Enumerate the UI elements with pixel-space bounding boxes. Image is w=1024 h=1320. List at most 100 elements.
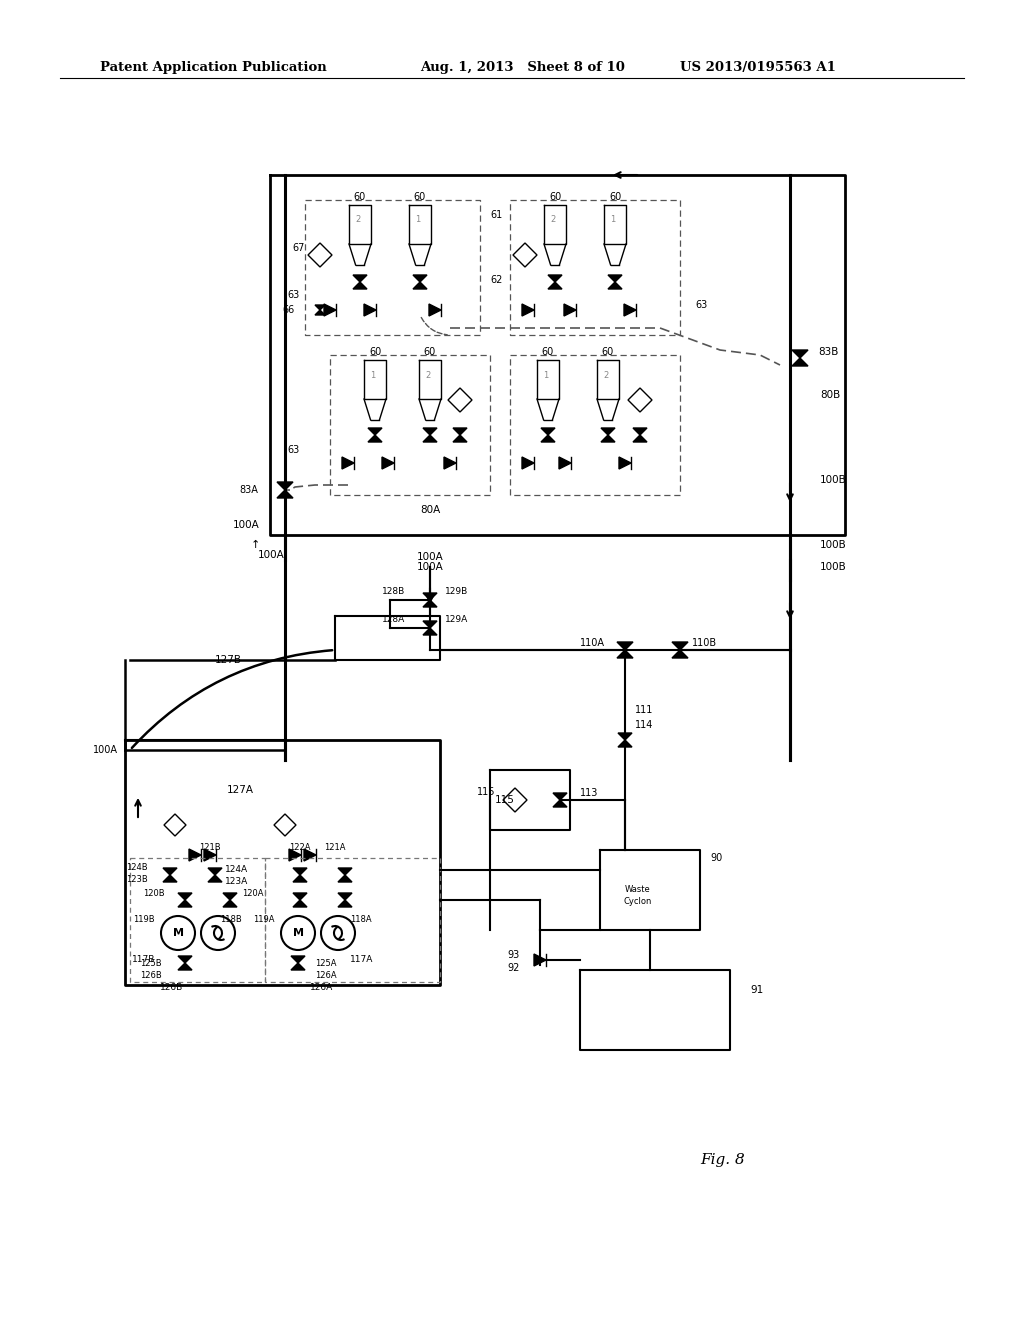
Text: 114: 114	[635, 719, 653, 730]
Polygon shape	[601, 436, 615, 442]
Text: 100A: 100A	[417, 562, 443, 572]
Polygon shape	[617, 642, 633, 649]
Polygon shape	[289, 849, 301, 861]
Circle shape	[281, 916, 315, 950]
Polygon shape	[503, 788, 527, 812]
Polygon shape	[553, 800, 567, 807]
Text: US 2013/0195563 A1: US 2013/0195563 A1	[680, 62, 836, 74]
Polygon shape	[293, 894, 307, 900]
Polygon shape	[308, 243, 332, 267]
Polygon shape	[601, 428, 615, 436]
Polygon shape	[353, 275, 367, 282]
Text: 60: 60	[549, 191, 561, 202]
Text: 63: 63	[288, 445, 300, 455]
Text: 83A: 83A	[240, 484, 258, 495]
Polygon shape	[315, 310, 325, 315]
Text: 2: 2	[603, 371, 608, 380]
Text: 1: 1	[416, 215, 421, 224]
Text: 119B: 119B	[133, 916, 155, 924]
Polygon shape	[633, 436, 647, 442]
Polygon shape	[618, 741, 632, 747]
Text: Patent Application Publication: Patent Application Publication	[100, 62, 327, 74]
Text: 90: 90	[710, 853, 722, 863]
Polygon shape	[178, 900, 193, 907]
Text: 117B: 117B	[132, 956, 155, 965]
Polygon shape	[548, 275, 562, 282]
Text: 123A: 123A	[225, 876, 248, 886]
Text: 121A: 121A	[325, 843, 346, 853]
Polygon shape	[278, 482, 293, 490]
Polygon shape	[522, 304, 534, 315]
Polygon shape	[453, 428, 467, 436]
Text: 62: 62	[490, 275, 503, 285]
Text: 100B: 100B	[820, 540, 847, 550]
Text: 100A: 100A	[233, 520, 260, 531]
Text: 119A: 119A	[254, 916, 275, 924]
Polygon shape	[618, 733, 632, 741]
Text: 60: 60	[424, 347, 436, 356]
Polygon shape	[178, 964, 193, 970]
Text: 126A: 126A	[310, 983, 333, 993]
Text: 61: 61	[490, 210, 502, 220]
Text: 60: 60	[602, 347, 614, 356]
Text: 126B: 126B	[160, 983, 183, 993]
Text: 126A: 126A	[315, 970, 337, 979]
Text: 122A: 122A	[289, 843, 310, 853]
Text: 60: 60	[354, 191, 367, 202]
Text: 125A: 125A	[315, 958, 337, 968]
Text: 110B: 110B	[692, 638, 717, 648]
Polygon shape	[423, 620, 437, 628]
Polygon shape	[522, 457, 534, 469]
Text: 120A: 120A	[242, 890, 263, 899]
Polygon shape	[633, 428, 647, 436]
Polygon shape	[368, 428, 382, 436]
Text: 100A: 100A	[417, 552, 443, 562]
Text: 83B: 83B	[818, 347, 839, 356]
Text: 80B: 80B	[820, 389, 841, 400]
Text: 127A: 127A	[226, 785, 254, 795]
Text: 129A: 129A	[445, 615, 468, 624]
Circle shape	[201, 916, 234, 950]
Polygon shape	[293, 900, 307, 907]
Polygon shape	[368, 436, 382, 442]
Polygon shape	[315, 305, 325, 310]
Text: ↑: ↑	[251, 540, 260, 550]
Text: 120B: 120B	[143, 890, 165, 899]
Text: 128A: 128A	[382, 615, 406, 624]
Text: Cyclon: Cyclon	[624, 898, 652, 907]
Polygon shape	[429, 304, 441, 315]
Polygon shape	[338, 894, 352, 900]
Polygon shape	[548, 282, 562, 289]
Text: 118A: 118A	[350, 916, 372, 924]
Polygon shape	[291, 964, 305, 970]
Circle shape	[161, 916, 195, 950]
Polygon shape	[382, 457, 394, 469]
Polygon shape	[513, 243, 537, 267]
Polygon shape	[274, 814, 296, 836]
Polygon shape	[618, 457, 631, 469]
Text: 60: 60	[414, 191, 426, 202]
Polygon shape	[413, 282, 427, 289]
Polygon shape	[278, 490, 293, 498]
Polygon shape	[178, 956, 193, 964]
Polygon shape	[564, 304, 575, 315]
Polygon shape	[304, 849, 316, 861]
Polygon shape	[338, 875, 352, 882]
Polygon shape	[553, 793, 567, 800]
Polygon shape	[338, 869, 352, 875]
Polygon shape	[423, 436, 437, 442]
Polygon shape	[449, 388, 472, 412]
Text: 123B: 123B	[126, 875, 148, 884]
Text: 127B: 127B	[215, 655, 242, 665]
Text: 63: 63	[288, 290, 300, 300]
Text: 115: 115	[476, 787, 495, 797]
Polygon shape	[353, 282, 367, 289]
Polygon shape	[223, 900, 237, 907]
Polygon shape	[541, 436, 555, 442]
Polygon shape	[208, 875, 222, 882]
Text: 60: 60	[369, 347, 381, 356]
Text: 124B: 124B	[126, 863, 148, 873]
Text: 1: 1	[544, 371, 549, 380]
Polygon shape	[413, 275, 427, 282]
Polygon shape	[189, 849, 201, 861]
